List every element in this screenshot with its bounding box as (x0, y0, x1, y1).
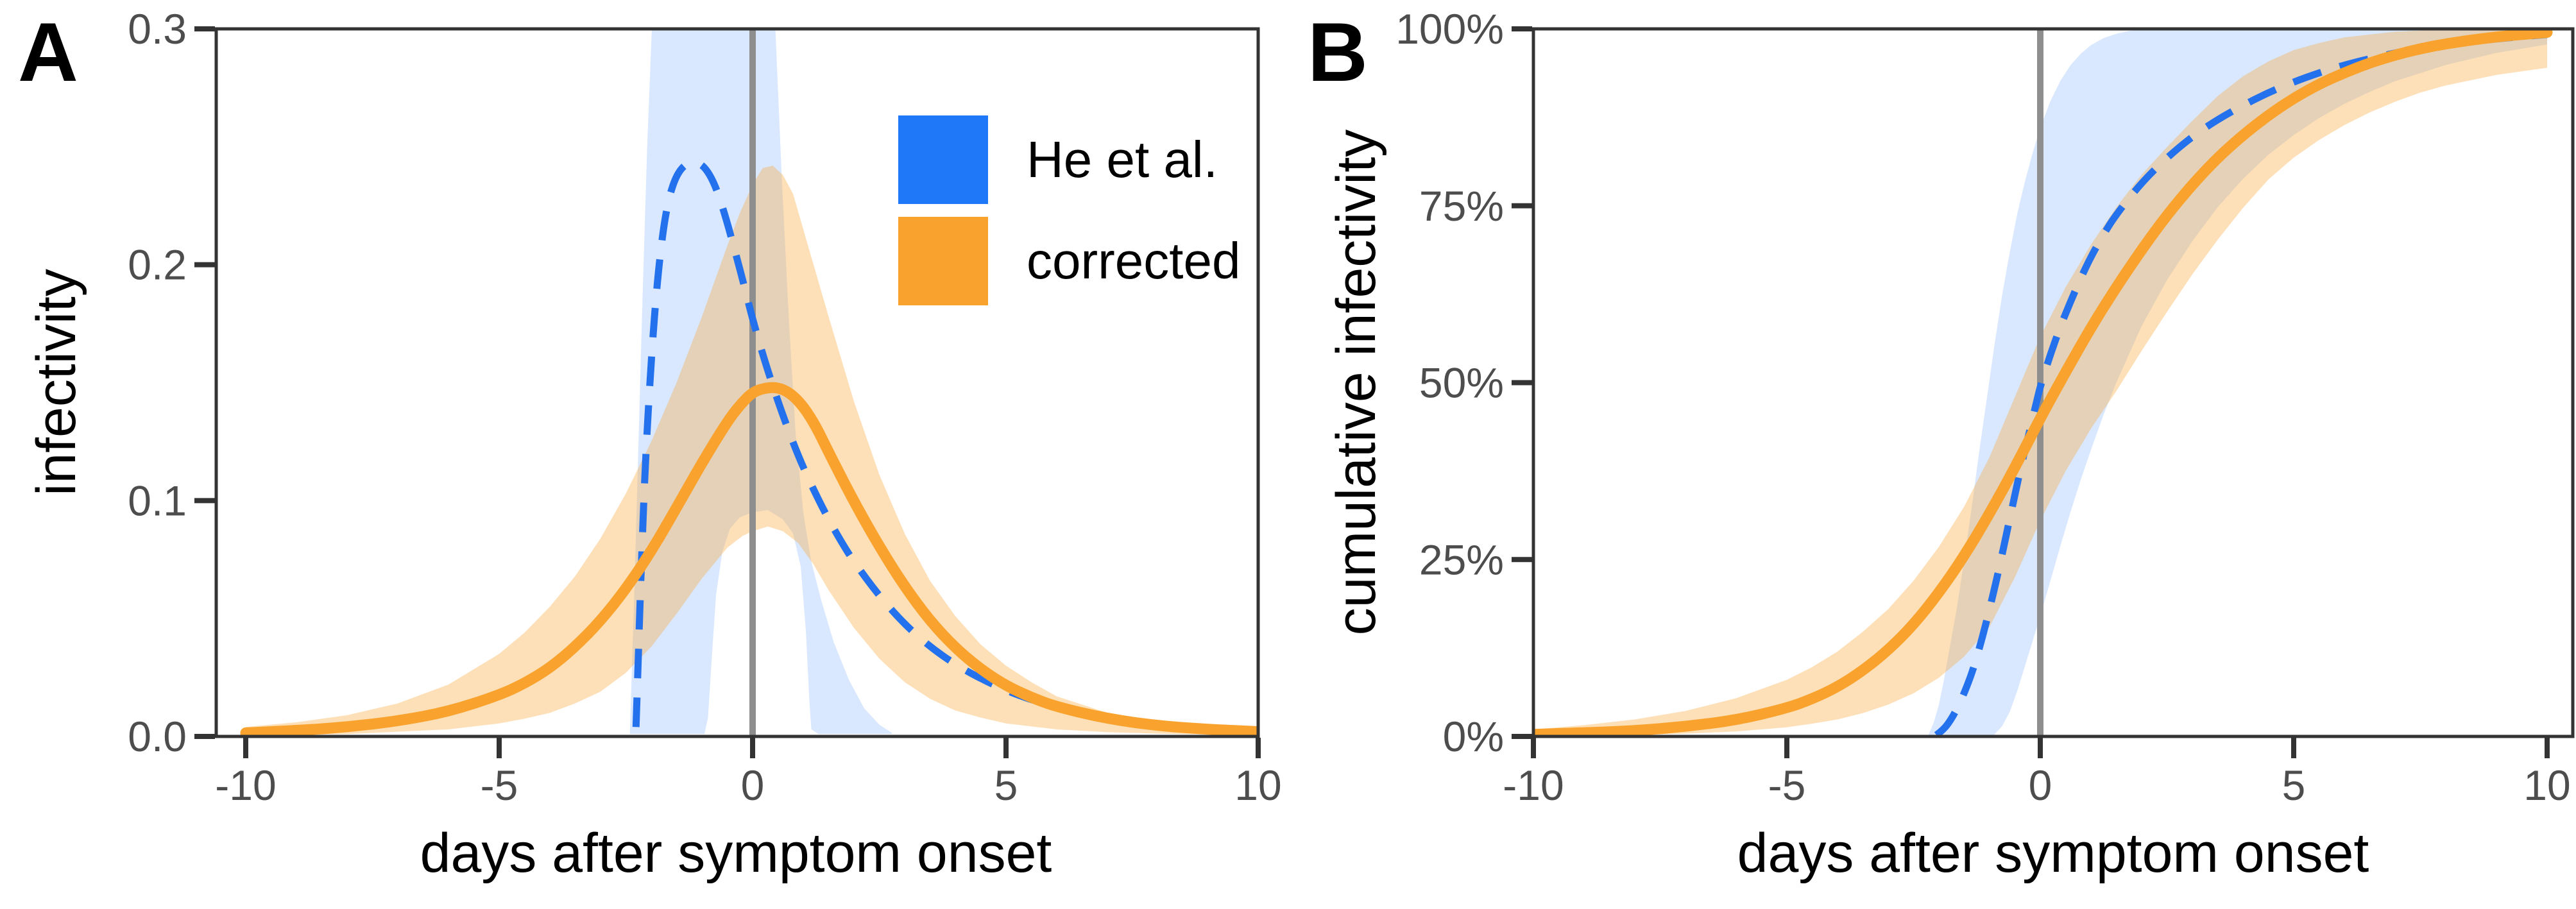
x-tick-label-A: 0 (741, 761, 765, 809)
x-tick-label-A: -10 (215, 761, 276, 809)
x-tick-label-B: 10 (2523, 761, 2570, 809)
y-axis-title-b: cumulative infectivity (1326, 129, 1387, 636)
y-tick-label-B: 0% (1443, 713, 1504, 760)
y-tick-label-B: 25% (1419, 536, 1504, 583)
y-tick-label-B: 50% (1419, 359, 1504, 407)
legend-label-he: He et al. (1027, 131, 1218, 188)
x-tick-label-A: 5 (994, 761, 1018, 809)
x-axis-title-a: days after symptom onset (420, 822, 1052, 884)
x-tick-label-B: 5 (2282, 761, 2306, 809)
legend-swatch-he (898, 115, 988, 204)
y-tick-label-B: 100% (1395, 5, 1504, 53)
corrected_line-B (1533, 29, 2553, 736)
x-tick-label-B: -5 (1768, 761, 1806, 809)
legend-swatch-corrected (898, 217, 988, 305)
panel-b-label: B (1308, 5, 1368, 99)
x-tick-label-A: -5 (481, 761, 518, 809)
x-axis-title-b: days after symptom onset (1737, 822, 2369, 884)
corrected_line-A (240, 382, 1258, 736)
legend-label-corrected: corrected (1027, 232, 1241, 289)
y-tick-label-A: 0.1 (128, 477, 187, 524)
panel-border-B (1531, 27, 2575, 738)
he_band-B (1929, 29, 2547, 736)
y-tick-label-A: 0.0 (128, 713, 187, 760)
panel-a-label: A (18, 5, 78, 99)
panel-border-A (214, 27, 1260, 738)
x-tick-label-B: -10 (1503, 761, 1564, 809)
y-tick-label-A: 0.2 (128, 241, 187, 289)
x-tick-label-A: 10 (1234, 761, 1281, 809)
x-tick-label-B: 0 (2029, 761, 2052, 809)
y-axis-title-a: infectivity (26, 269, 87, 496)
y-tick-label-B: 75% (1419, 182, 1504, 230)
y-tick-label-A: 0.3 (128, 5, 187, 53)
he_band-A (629, 29, 892, 735)
he_line-B (1934, 31, 2548, 736)
